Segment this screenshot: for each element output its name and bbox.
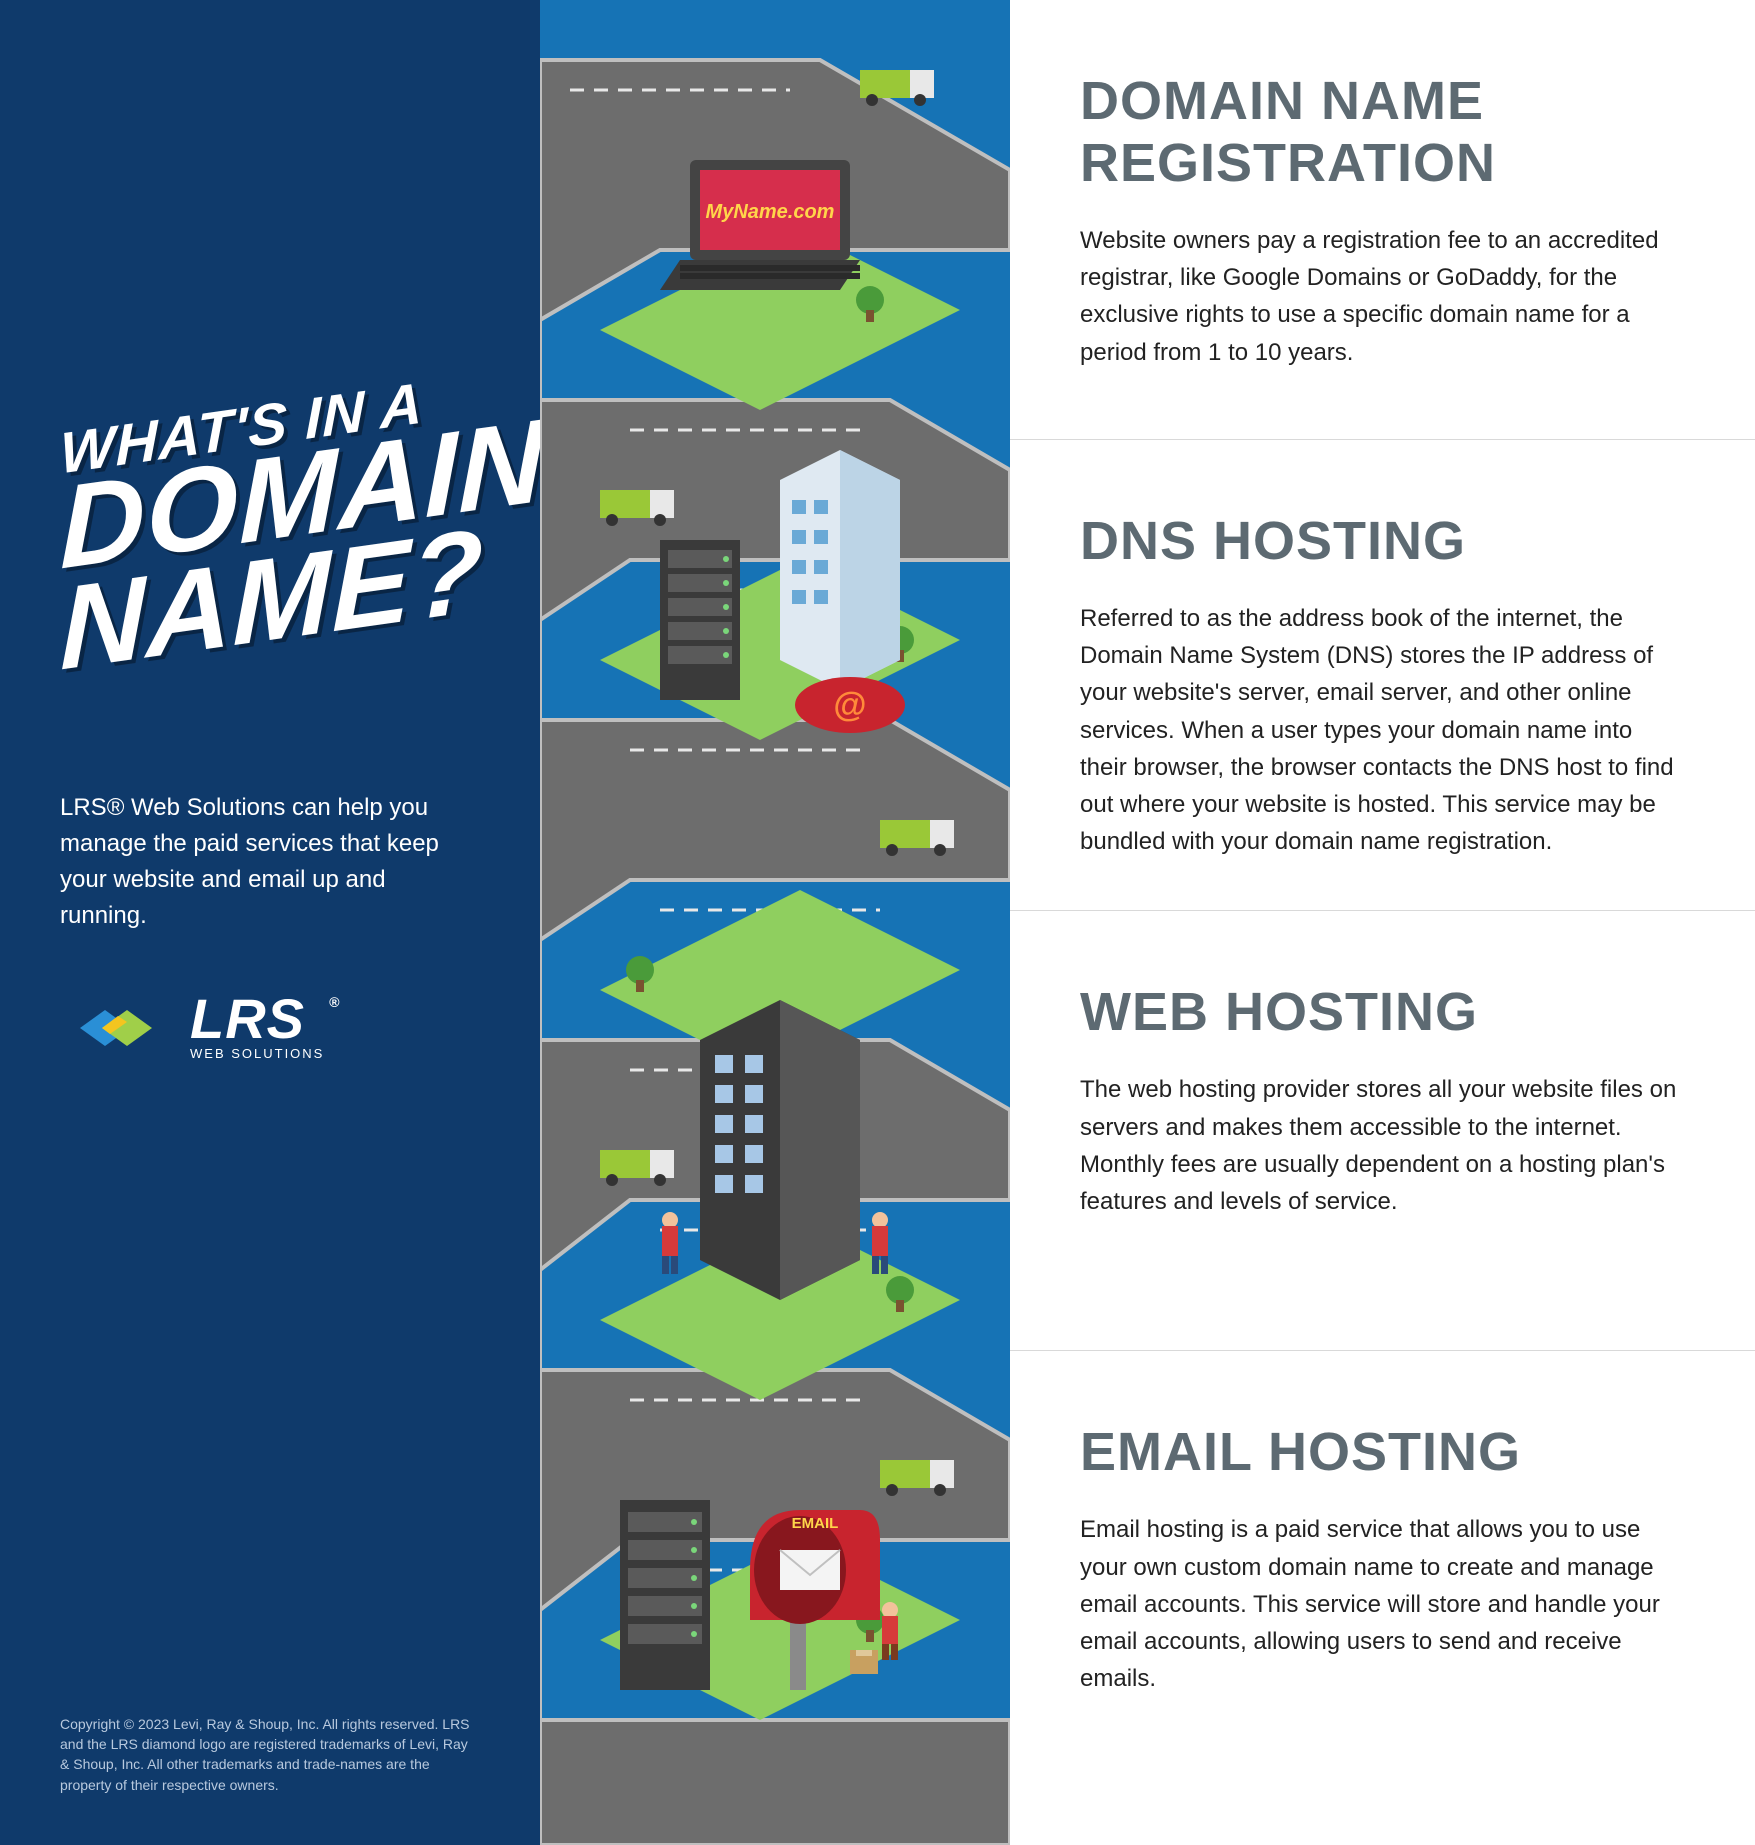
section-body: The web hosting provider stores all your…: [1080, 1071, 1685, 1220]
laptop-billboard-icon: MyName.com: [660, 160, 860, 290]
svg-text:@: @: [833, 686, 866, 724]
page-container: WHAT'S IN A DOMAIN NAME? LRS® Web Soluti…: [0, 0, 1755, 1845]
section-heading: EMAIL HOSTING: [1080, 1421, 1685, 1483]
billboard-text: MyName.com: [706, 201, 835, 223]
section-heading: WEB HOSTING: [1080, 981, 1685, 1043]
boxes-icon: [850, 1650, 878, 1674]
illustration-panel: MyName.com: [540, 0, 1010, 1845]
section-dns-hosting: DNS HOSTING Referred to as the address b…: [1010, 440, 1755, 911]
section-body: Email hosting is a paid service that all…: [1080, 1511, 1685, 1697]
diamond-logo-icon: [60, 998, 170, 1058]
brand-name: LRS ®: [190, 994, 324, 1044]
section-domain-registration: DOMAIN NAME REGISTRATION Website owners …: [1010, 0, 1755, 440]
brand-logo: LRS ® WEB SOLUTIONS: [60, 994, 480, 1061]
sidebar-subtitle: LRS® Web Solutions can help you manage t…: [60, 790, 440, 934]
mailbox-label: EMAIL: [792, 1515, 839, 1532]
section-heading: DOMAIN NAME REGISTRATION: [1080, 70, 1685, 194]
copyright-text: Copyright © 2023 Levi, Ray & Shoup, Inc.…: [60, 1714, 480, 1795]
person-icon: [662, 1212, 678, 1274]
content-panel: DOMAIN NAME REGISTRATION Website owners …: [1010, 0, 1755, 1845]
section-body: Website owners pay a registration fee to…: [1080, 222, 1685, 371]
registered-mark: ®: [329, 996, 340, 1009]
isometric-scene: MyName.com: [540, 0, 1010, 1845]
sidebar-panel: WHAT'S IN A DOMAIN NAME? LRS® Web Soluti…: [0, 0, 540, 1845]
brand-text: LRS ® WEB SOLUTIONS: [190, 994, 324, 1061]
main-title: WHAT'S IN A DOMAIN NAME?: [60, 370, 480, 679]
section-body: Referred to as the address book of the i…: [1080, 600, 1685, 860]
section-email-hosting: EMAIL HOSTING Email hosting is a paid se…: [1010, 1351, 1755, 1791]
brand-name-text: LRS: [190, 987, 305, 1050]
section-heading: DNS HOSTING: [1080, 510, 1685, 572]
section-web-hosting: WEB HOSTING The web hosting provider sto…: [1010, 911, 1755, 1351]
